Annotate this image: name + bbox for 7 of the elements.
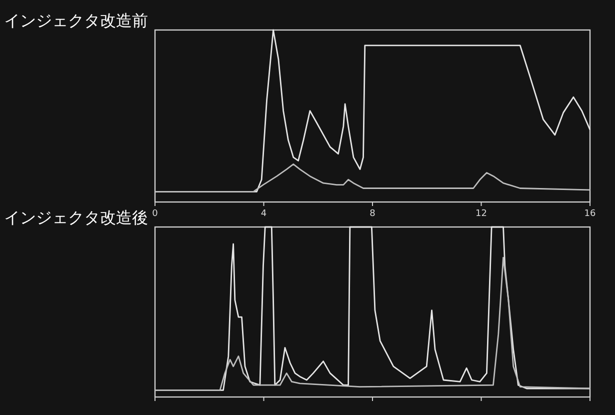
- x-tick-label: 0: [152, 209, 158, 219]
- x-tick-label: 16: [584, 209, 596, 219]
- x-tick-label: 8: [370, 209, 376, 219]
- chart-title: インジェクタ改造後: [4, 208, 148, 227]
- x-tick-label: 12: [476, 209, 487, 219]
- chart-title: インジェクタ改造前: [4, 11, 148, 30]
- x-tick-label: 4: [260, 209, 267, 219]
